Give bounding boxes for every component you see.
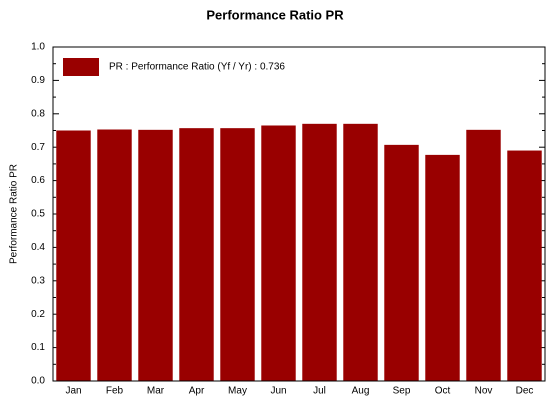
y-tick-label: 0.6 xyxy=(31,175,45,186)
y-tick-label: 0.0 xyxy=(31,376,45,387)
bar xyxy=(302,123,337,381)
x-tick-label: Oct xyxy=(435,386,451,397)
bar xyxy=(97,129,132,381)
x-tick-label: Dec xyxy=(516,386,534,397)
bar xyxy=(343,123,378,381)
y-tick-label: 0.2 xyxy=(31,309,45,320)
bar xyxy=(466,129,501,381)
bar xyxy=(56,130,91,381)
y-tick-label: 0.8 xyxy=(31,108,45,119)
x-tick-label: Apr xyxy=(189,386,205,397)
bar xyxy=(261,125,296,382)
legend-swatch xyxy=(63,58,99,76)
chart-title: Performance Ratio PR xyxy=(206,7,344,22)
x-tick-label: May xyxy=(228,386,247,397)
y-tick-label: 0.7 xyxy=(31,142,45,153)
bar xyxy=(220,128,255,381)
y-tick-label: 0.4 xyxy=(31,242,45,253)
x-tick-label: Jan xyxy=(65,386,81,397)
bar xyxy=(425,154,460,381)
y-tick-label: 1.0 xyxy=(31,42,45,53)
y-axis-label: Performance Ratio PR xyxy=(9,164,20,264)
y-tick-label: 0.1 xyxy=(31,342,45,353)
bar xyxy=(384,144,419,381)
bar xyxy=(179,128,214,381)
plot-frame xyxy=(52,46,546,382)
x-tick-label: Jun xyxy=(270,386,286,397)
x-tick-label: Feb xyxy=(106,386,124,397)
x-tick-label: Mar xyxy=(147,386,165,397)
y-tick-label: 0.9 xyxy=(31,75,45,86)
y-tick-label: 0.5 xyxy=(31,209,45,220)
bar xyxy=(138,129,173,381)
legend-label: PR : Performance Ratio (Yf / Yr) : 0.736 xyxy=(109,62,285,73)
x-tick-label: Nov xyxy=(475,386,493,397)
x-tick-label: Sep xyxy=(393,386,411,397)
y-tick-label: 0.3 xyxy=(31,275,45,286)
x-tick-label: Aug xyxy=(352,386,370,397)
x-tick-label: Jul xyxy=(313,386,326,397)
bar xyxy=(507,150,542,381)
